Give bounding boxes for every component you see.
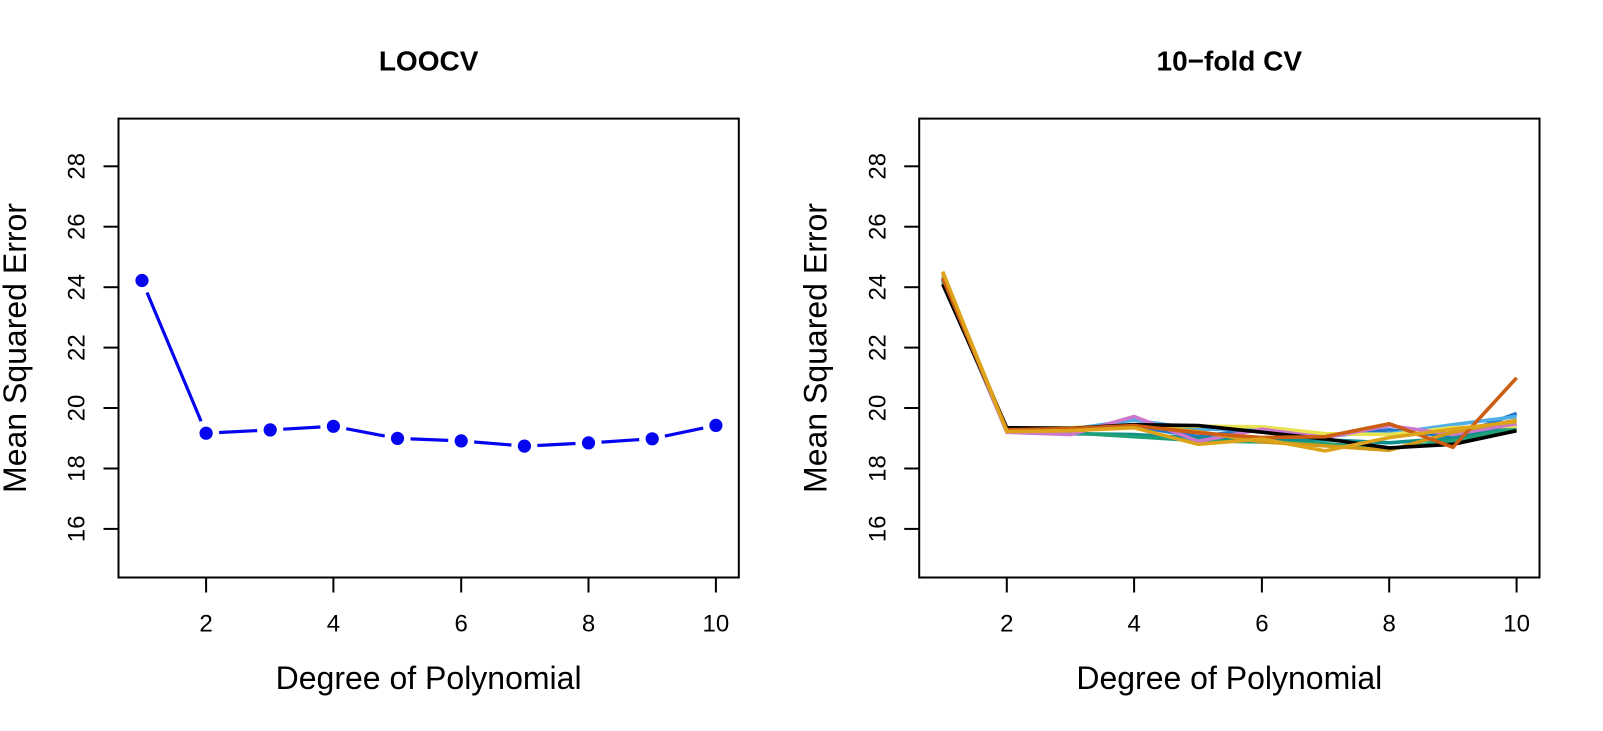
svg-text:4: 4: [327, 611, 340, 638]
svg-text:28: 28: [64, 153, 91, 180]
svg-text:16: 16: [864, 516, 891, 543]
svg-text:18: 18: [64, 455, 91, 482]
svg-text:24: 24: [864, 274, 891, 301]
svg-text:22: 22: [64, 334, 91, 361]
svg-text:20: 20: [864, 395, 891, 422]
svg-text:6: 6: [1255, 611, 1268, 638]
svg-text:10: 10: [703, 611, 730, 638]
svg-text:10−fold CV: 10−fold CV: [1157, 46, 1303, 77]
svg-text:26: 26: [64, 213, 91, 240]
svg-text:18: 18: [864, 455, 891, 482]
svg-text:Degree of Polynomial: Degree of Polynomial: [276, 660, 582, 696]
svg-text:2: 2: [199, 611, 212, 638]
svg-text:16: 16: [64, 516, 91, 543]
svg-text:4: 4: [1127, 611, 1140, 638]
svg-text:Mean Squared Error: Mean Squared Error: [798, 203, 834, 493]
svg-text:10: 10: [1503, 611, 1530, 638]
svg-text:22: 22: [864, 334, 891, 361]
svg-text:8: 8: [1383, 611, 1396, 638]
svg-text:8: 8: [582, 611, 595, 638]
svg-text:26: 26: [864, 213, 891, 240]
svg-text:LOOCV: LOOCV: [379, 46, 479, 77]
svg-text:24: 24: [64, 274, 91, 301]
svg-text:20: 20: [64, 395, 91, 422]
svg-text:6: 6: [455, 611, 468, 638]
svg-text:Degree of Polynomial: Degree of Polynomial: [1076, 660, 1382, 696]
svg-text:2: 2: [1000, 611, 1013, 638]
svg-text:28: 28: [864, 153, 891, 180]
svg-text:Mean Squared Error: Mean Squared Error: [0, 203, 33, 493]
